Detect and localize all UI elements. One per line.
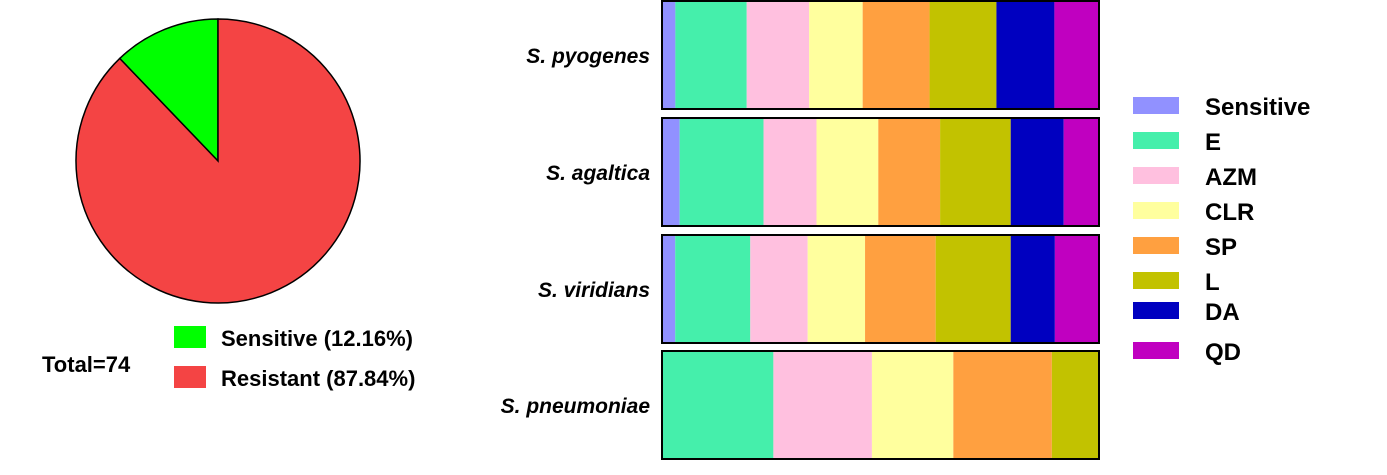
pie-legend: Sensitive (12.16%) Resistant (87.84%) [174, 326, 415, 391]
bar-legend-swatch-l [1133, 272, 1179, 289]
bar-segment-sensitive-2 [662, 235, 676, 343]
pie-chart [75, 18, 361, 304]
bar-segment-l-1 [940, 118, 1011, 226]
bar-segment-clr-2 [807, 235, 866, 343]
bar-segment-azm-3 [773, 351, 872, 459]
bar-segment-sp-1 [878, 118, 941, 226]
bar-outline-0 [661, 0, 1100, 110]
bar-segment-l-2 [935, 235, 1011, 343]
bar-outline-2 [661, 234, 1100, 344]
bar-legend-label-e: E [1205, 129, 1221, 156]
pie-legend-label-resistant: Resistant (87.84%) [221, 366, 415, 391]
category-label-0: S. pyogenes [526, 45, 650, 68]
bar-segment-sensitive-1 [662, 118, 680, 226]
bar-legend-swatch-clr [1133, 202, 1179, 219]
bar-segment-qd-1 [1063, 118, 1099, 226]
bar-segment-clr-1 [816, 118, 879, 226]
pie-legend-swatch-resistant [174, 366, 206, 388]
bar-legend-label-sensitive: Sensitive [1205, 94, 1310, 121]
bar-segment-da-1 [1010, 118, 1064, 226]
category-label-2: S. viridians [538, 279, 650, 302]
bar-segment-sp-0 [862, 1, 930, 109]
bar-legend-label-da: DA [1205, 299, 1240, 326]
bar-segment-azm-2 [750, 235, 808, 343]
bar-legend-swatch-da [1133, 302, 1179, 319]
bar-segment-e-0 [675, 1, 747, 109]
category-label-3: S. pneumoniae [501, 395, 651, 418]
bar-legend-label-qd: QD [1205, 339, 1241, 366]
bar-segment-e-1 [679, 118, 764, 226]
bar-outline-3 [661, 350, 1100, 460]
bar-segment-l-3 [1051, 351, 1099, 459]
bar-legend-swatch-qd [1133, 342, 1179, 359]
bar-legend: Sensitive E AZM CLR SP L DA QD [1133, 94, 1310, 366]
bar-legend-label-sp: SP [1205, 234, 1237, 261]
bar-legend-swatch-sensitive [1133, 97, 1179, 114]
bar-segment-azm-0 [746, 1, 810, 109]
pie-legend-label-sensitive: Sensitive (12.16%) [221, 326, 413, 351]
bar-segment-sensitive-0 [662, 1, 676, 109]
category-label-1: S. agaltica [546, 162, 650, 185]
bar-legend-label-azm: AZM [1205, 164, 1257, 191]
bar-segment-azm-1 [763, 118, 817, 226]
bar-segment-clr-3 [871, 351, 954, 459]
bar-legend-label-clr: CLR [1205, 199, 1254, 226]
bar-segment-clr-0 [809, 1, 863, 109]
bar-segment-e-2 [675, 235, 751, 343]
bar-segment-sp-2 [865, 235, 936, 343]
pie-slice-sensitive [118, 18, 219, 163]
bar-segment-da-2 [1010, 235, 1055, 343]
pie-total-label: Total=74 [42, 352, 131, 377]
bar-legend-label-l: L [1205, 269, 1220, 296]
bar-segment-qd-0 [1054, 1, 1099, 109]
bar-segment-sp-3 [953, 351, 1052, 459]
pie-legend-swatch-sensitive [174, 326, 206, 348]
bar-legend-swatch-azm [1133, 167, 1179, 184]
bar-legend-swatch-sp [1133, 237, 1179, 254]
bar-segment-da-0 [996, 1, 1055, 109]
pie-slice-resistant [75, 18, 361, 304]
bar-legend-swatch-e [1133, 132, 1179, 149]
bar-segment-e-3 [662, 351, 774, 459]
bar-outline-1 [661, 117, 1100, 227]
stacked-bar-chart: S. pyogenes S. agaltica S. viridians S. pne… [501, 0, 1100, 460]
bar-segment-qd-2 [1054, 235, 1099, 343]
bar-segment-l-0 [929, 1, 997, 109]
